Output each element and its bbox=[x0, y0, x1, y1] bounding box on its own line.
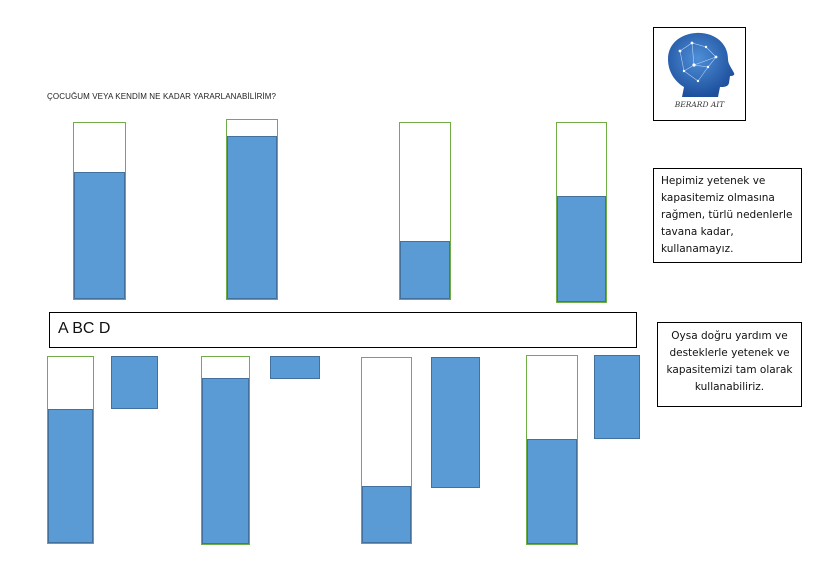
used-capacity-fill bbox=[400, 240, 450, 299]
support-block-b bbox=[270, 356, 320, 379]
logo-text: BERARD AIT bbox=[674, 100, 725, 109]
brain-head-icon bbox=[668, 32, 735, 98]
capacity-bar-b bbox=[226, 119, 278, 300]
logo: BERARD AIT bbox=[653, 27, 746, 121]
used-capacity-fill bbox=[74, 172, 125, 299]
used-capacity-fill bbox=[227, 136, 277, 299]
used-capacity-fill bbox=[362, 485, 411, 543]
capacity-bar-b-bottom bbox=[201, 356, 250, 545]
capacity-bar-a-bottom bbox=[47, 356, 94, 544]
capacity-bar-c bbox=[399, 122, 451, 300]
support-block-c bbox=[431, 357, 480, 488]
used-capacity-fill bbox=[202, 377, 249, 544]
note-top: Hepimiz yetenek ve kapasitemiz olmasına … bbox=[653, 168, 802, 263]
page-title: ÇOCUĞUM VEYA KENDİM NE KADAR YARARLANABİ… bbox=[47, 92, 277, 101]
support-block-d bbox=[594, 355, 640, 439]
used-capacity-fill bbox=[557, 196, 606, 302]
capacity-bar-c-bottom bbox=[361, 357, 412, 544]
support-block-a bbox=[111, 356, 158, 409]
capacity-bar-d bbox=[556, 122, 607, 303]
used-capacity-fill bbox=[48, 409, 93, 543]
used-capacity-fill bbox=[527, 438, 577, 544]
capacity-bar-a bbox=[73, 122, 126, 300]
capacity-bar-d-bottom bbox=[526, 355, 578, 545]
note-bottom: Oysa doğru yardım ve desteklerle yetenek… bbox=[657, 322, 802, 407]
bar-labels: A BC D bbox=[49, 312, 637, 348]
